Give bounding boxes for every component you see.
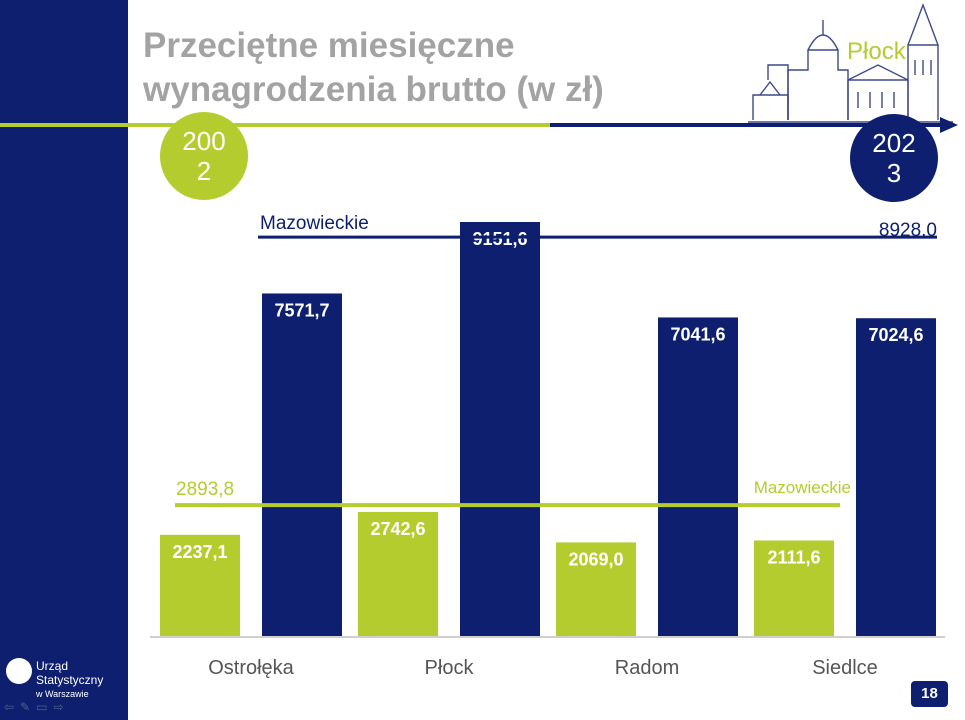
logo-text: Urząd Statystyczny w Warszawie (36, 659, 124, 701)
page-number: 18 (911, 681, 948, 707)
data-label-2002-1: 2742,6 (370, 519, 425, 539)
data-label-2023-3: 7024,6 (868, 325, 923, 345)
data-label-2023-0: 7571,7 (274, 300, 329, 320)
year-badge-start: 200 2 (160, 112, 248, 200)
screen-icon[interactable]: ▭ (36, 700, 54, 714)
data-label-2023-1: 9151,6 (472, 229, 527, 249)
category-label-3: Siedlce (812, 657, 878, 679)
gus-logo: Urząd Statystyczny w Warszawie (4, 656, 124, 699)
pencil-icon[interactable]: ✎ (20, 700, 37, 714)
timeline-blue-segment (550, 123, 944, 127)
bar-2002-3 (754, 540, 834, 636)
logo-line2: w Warszawie (36, 689, 89, 699)
bar-2002-1 (358, 511, 438, 636)
bar-2023-1 (460, 222, 540, 636)
timeline-green-segment (0, 123, 550, 127)
bar-2023-3 (856, 318, 936, 636)
category-label-0: Ostrołęka (208, 657, 294, 679)
prev-arrow-icon[interactable]: ⇦ (4, 700, 21, 714)
ref-name-2023: Mazowieckie (260, 213, 369, 234)
left-sidebar-band (0, 0, 128, 720)
year-badge-end: 202 3 (850, 114, 938, 202)
bar-2002-2 (556, 542, 636, 636)
timeline-arrow-icon (940, 117, 958, 133)
data-label-2023-2: 7041,6 (670, 324, 725, 344)
logo-line1: Urząd Statystyczny (36, 659, 104, 687)
bar-2023-0 (262, 293, 342, 636)
data-label-2002-3: 2111,6 (767, 547, 820, 567)
city-label: Płock (847, 38, 906, 65)
ref-value-2023: 8928,0 (879, 220, 937, 241)
category-label-2: Radom (615, 657, 679, 679)
data-label-2002-2: 2069,0 (568, 549, 623, 569)
bar-2002-0 (160, 534, 240, 636)
slide-title: Przeciętne miesięczne wynagrodzenia brut… (143, 26, 604, 109)
ref-value-2002: 2893,8 (176, 479, 234, 500)
next-arrow-icon[interactable]: ⇨ (53, 700, 70, 714)
slide-nav-controls[interactable]: ⇦✎▭⇨ (4, 700, 70, 714)
category-label-1: Płock (425, 657, 475, 679)
bar-2023-2 (658, 317, 738, 636)
data-label-2002-0: 2237,1 (172, 542, 227, 562)
ref-name-2002: Mazowieckie (754, 478, 851, 497)
logo-emblem-icon (6, 658, 32, 684)
